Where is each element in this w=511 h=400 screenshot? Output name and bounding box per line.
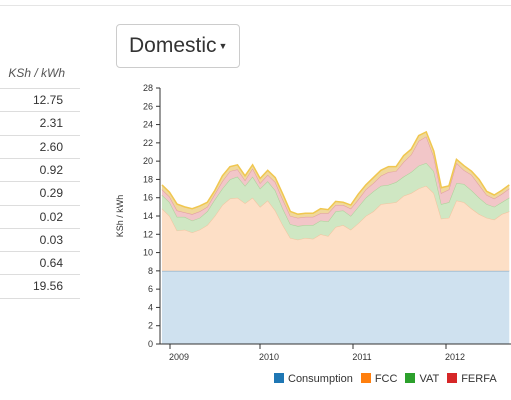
rates-table-header: KSh / kWh [8,66,65,80]
rate-value: 2.60 [39,139,63,154]
area-consumption [162,270,510,344]
legend-swatch [447,373,458,383]
rate-value: 0.92 [39,162,63,177]
rate-value: 2.31 [39,116,63,131]
y-tick-label: 18 [143,174,153,184]
legend-item-consumption[interactable]: Consumption [274,373,353,385]
rate-row: 2.60 [0,134,80,159]
area-fcc [162,185,510,271]
legend-label: FERFA [461,373,497,385]
rate-value: 0.02 [39,209,63,224]
legend-swatch [360,373,371,383]
legend-label: Consumption [288,373,353,385]
x-tick-label: 2010 [259,352,279,362]
tariff-dropdown[interactable]: Domestic ▼ [116,24,240,68]
area-ferfa [162,136,510,227]
rate-value: 19.56 [32,279,63,294]
x-tick-label: 2012 [445,352,465,362]
y-tick-label: 24 [143,120,153,130]
rate-value: 12.75 [32,93,63,107]
rate-row: 0.92 [0,157,80,182]
chart-legend: Consumption FCC VAT FERFA [274,373,505,385]
y-tick-label: 28 [143,83,153,93]
y-tick-label: 22 [143,138,153,148]
legend-swatch [274,373,284,383]
y-tick-label: 12 [143,229,153,239]
rate-row: 12.75 [0,88,80,112]
y-tick-label: 0 [148,339,153,349]
rate-row: 0.03 [0,227,80,252]
legend-item-vat[interactable]: VAT [405,373,439,385]
rate-value: 0.29 [39,186,63,201]
legend-item-fcc[interactable]: FCC [360,373,398,385]
x-tick-label: 2011 [352,352,371,362]
y-tick-label: 14 [143,211,153,221]
y-axis-label: KSh / kWh [115,195,125,238]
legend-item-ferfa[interactable]: FERFA [447,373,497,385]
legend-label: FCC [374,373,398,385]
y-tick-label: 20 [143,156,153,166]
caret-down-icon: ▼ [218,41,228,51]
rate-row: 19.56 [0,274,80,300]
area-vat [162,162,510,240]
line-top [161,130,510,215]
top-divider [0,5,511,6]
y-tick-label: 16 [143,193,153,203]
rate-row: 0.64 [0,251,80,275]
y-tick-label: 2 [148,321,153,331]
y-tick-label: 8 [148,266,153,276]
y-tick-label: 26 [143,101,153,111]
legend-swatch [405,373,416,383]
y-tick-label: 10 [143,248,153,258]
area-top [162,131,510,218]
rate-row: 0.29 [0,181,80,205]
rate-value: 0.64 [39,256,63,271]
rate-row: 0.02 [0,204,80,229]
y-tick-label: 6 [148,284,153,294]
rate-value: 0.03 [39,232,63,247]
y-tick-label: 4 [148,302,153,312]
tariff-dropdown-label: Domestic [129,34,217,57]
rate-row: 2.31 [0,111,80,135]
legend-label: VAT [419,373,440,385]
x-tick-label: 2009 [169,352,189,362]
